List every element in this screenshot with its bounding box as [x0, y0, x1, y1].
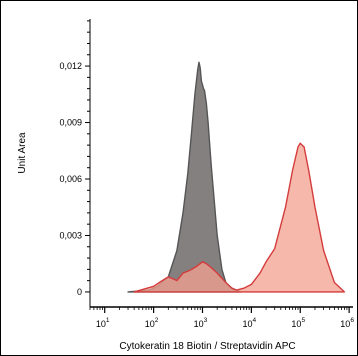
x-tick-label: 105: [291, 317, 305, 329]
x-tick-label: 101: [96, 317, 110, 329]
y-axis-title: Unit Area: [17, 132, 28, 174]
axes-layer: [85, 19, 353, 313]
x-tick-label: 104: [243, 317, 257, 329]
y-tick-label: 0,006: [59, 174, 82, 184]
labels-layer: 0 0,003 0,006 0,009 0,012 101 102 103 104 105 106 C…: [17, 61, 354, 352]
x-tick-label: 102: [145, 317, 159, 329]
y-tick-label: 0,009: [59, 118, 82, 128]
x-tick-label: 103: [194, 317, 208, 329]
histogram-series-1: [127, 61, 242, 293]
x-axis-title: Cytokeratin 18 Biotin / Streptavidin APC: [119, 341, 295, 352]
y-tick-label: 0,003: [59, 230, 82, 240]
series-layer: [127, 61, 346, 293]
y-tick-label: 0: [77, 287, 82, 297]
histogram-series-2: [133, 142, 346, 293]
y-tick-label: 0,012: [59, 61, 82, 71]
x-tick-label: 106: [340, 317, 354, 329]
